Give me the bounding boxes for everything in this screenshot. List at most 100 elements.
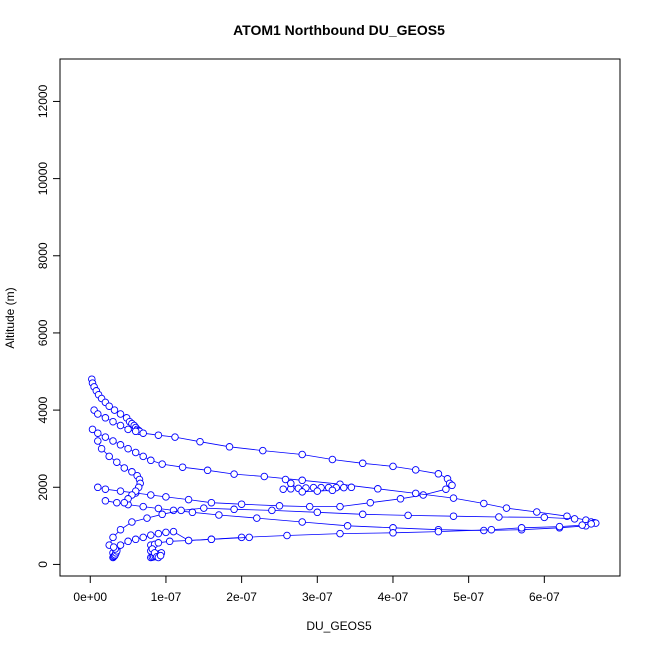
data-point: [570, 515, 579, 523]
data-point: [347, 483, 356, 492]
data-point: [131, 535, 140, 544]
data-point: [203, 466, 212, 475]
data-point: [109, 533, 117, 542]
data-point: [434, 527, 443, 536]
data-point: [184, 495, 193, 504]
series-line: [108, 507, 575, 546]
data-point: [237, 500, 246, 508]
data-point: [313, 508, 322, 517]
data-point: [124, 444, 132, 453]
data-point: [487, 525, 496, 534]
y-tick-label: 8000: [36, 242, 50, 269]
plot-frame: [59, 58, 621, 577]
data-point: [517, 524, 526, 532]
data-point: [109, 543, 118, 551]
data-point: [259, 446, 267, 455]
chart-title: ATOM1 Northbound DU_GEOS5: [233, 22, 445, 38]
x-tick-label: 0e+00: [73, 590, 107, 604]
data-point: [555, 522, 564, 531]
x-tick-label: 1e-07: [151, 590, 182, 604]
data-point: [162, 528, 170, 537]
data-point: [343, 522, 352, 530]
data-point: [298, 450, 306, 459]
data-point: [411, 489, 420, 498]
data-point: [434, 470, 443, 478]
data-point: [578, 521, 586, 529]
data-point: [116, 541, 125, 549]
data-point: [116, 421, 125, 430]
y-tick-label: 12000: [36, 84, 50, 118]
y-tick-label: 4000: [36, 396, 50, 423]
data-point: [165, 537, 174, 546]
data-point: [281, 475, 290, 484]
x-tick-label: 3e-07: [302, 590, 333, 604]
y-tick-label: 10000: [36, 162, 50, 196]
y-axis: 0 2000 4000 6000 8000 10000 12000: [36, 84, 61, 568]
plot-area: [88, 375, 600, 562]
data-point: [139, 502, 147, 511]
data-point: [120, 464, 129, 472]
data-point: [94, 437, 102, 445]
data-point: [328, 455, 337, 464]
data-point: [230, 470, 238, 478]
data-point: [147, 531, 155, 539]
data-point: [215, 511, 223, 519]
data-point: [158, 510, 166, 519]
data-point: [139, 533, 147, 542]
data-point: [154, 539, 163, 547]
data-point: [94, 483, 102, 492]
data-point: [188, 508, 197, 517]
data-point: [178, 463, 187, 471]
data-point: [101, 485, 110, 493]
data-point: [540, 513, 549, 522]
data-point: [128, 468, 136, 476]
data-point: [154, 529, 163, 538]
x-tick-label: 5e-07: [453, 590, 484, 604]
data-point: [139, 429, 147, 437]
data-point: [305, 502, 314, 511]
data-point: [94, 429, 102, 437]
data-point: [156, 551, 165, 560]
data-point: [287, 479, 295, 488]
data-point: [449, 512, 458, 520]
data-point: [449, 494, 458, 502]
data-point: [480, 526, 488, 535]
y-axis-label: Altitude (m): [3, 287, 17, 348]
data-point: [298, 476, 306, 485]
data-point: [171, 433, 179, 441]
y-tick-label: 6000: [36, 319, 50, 346]
data-point: [253, 514, 261, 522]
data-point: [124, 537, 132, 546]
data-point: [124, 425, 132, 434]
data-point: [101, 414, 110, 422]
data-point: [336, 529, 344, 538]
data-point: [279, 485, 287, 493]
data-point: [177, 506, 185, 515]
data-point: [230, 505, 238, 514]
data-point: [495, 513, 503, 521]
data-point: [358, 459, 367, 468]
data-point: [245, 533, 253, 542]
data-point: [116, 525, 125, 534]
series-line: [93, 409, 451, 484]
data-point: [313, 487, 322, 495]
y-tick-label: 2000: [36, 474, 50, 501]
data-point: [442, 485, 450, 493]
data-point: [340, 483, 348, 492]
data-point: [147, 491, 155, 499]
series-line: [150, 523, 592, 546]
data-point: [158, 460, 166, 468]
x-tick-label: 6e-07: [529, 590, 560, 604]
data-point: [298, 488, 306, 496]
data-point: [389, 462, 397, 471]
data-point: [260, 472, 269, 481]
data-point: [105, 402, 113, 410]
data-point: [374, 485, 382, 493]
data-point: [275, 502, 284, 510]
data-point: [404, 511, 412, 520]
data-point: [139, 452, 147, 461]
data-point: [101, 433, 110, 441]
x-tick-label: 2e-07: [226, 590, 257, 604]
x-tick-label: 4e-07: [378, 590, 409, 604]
